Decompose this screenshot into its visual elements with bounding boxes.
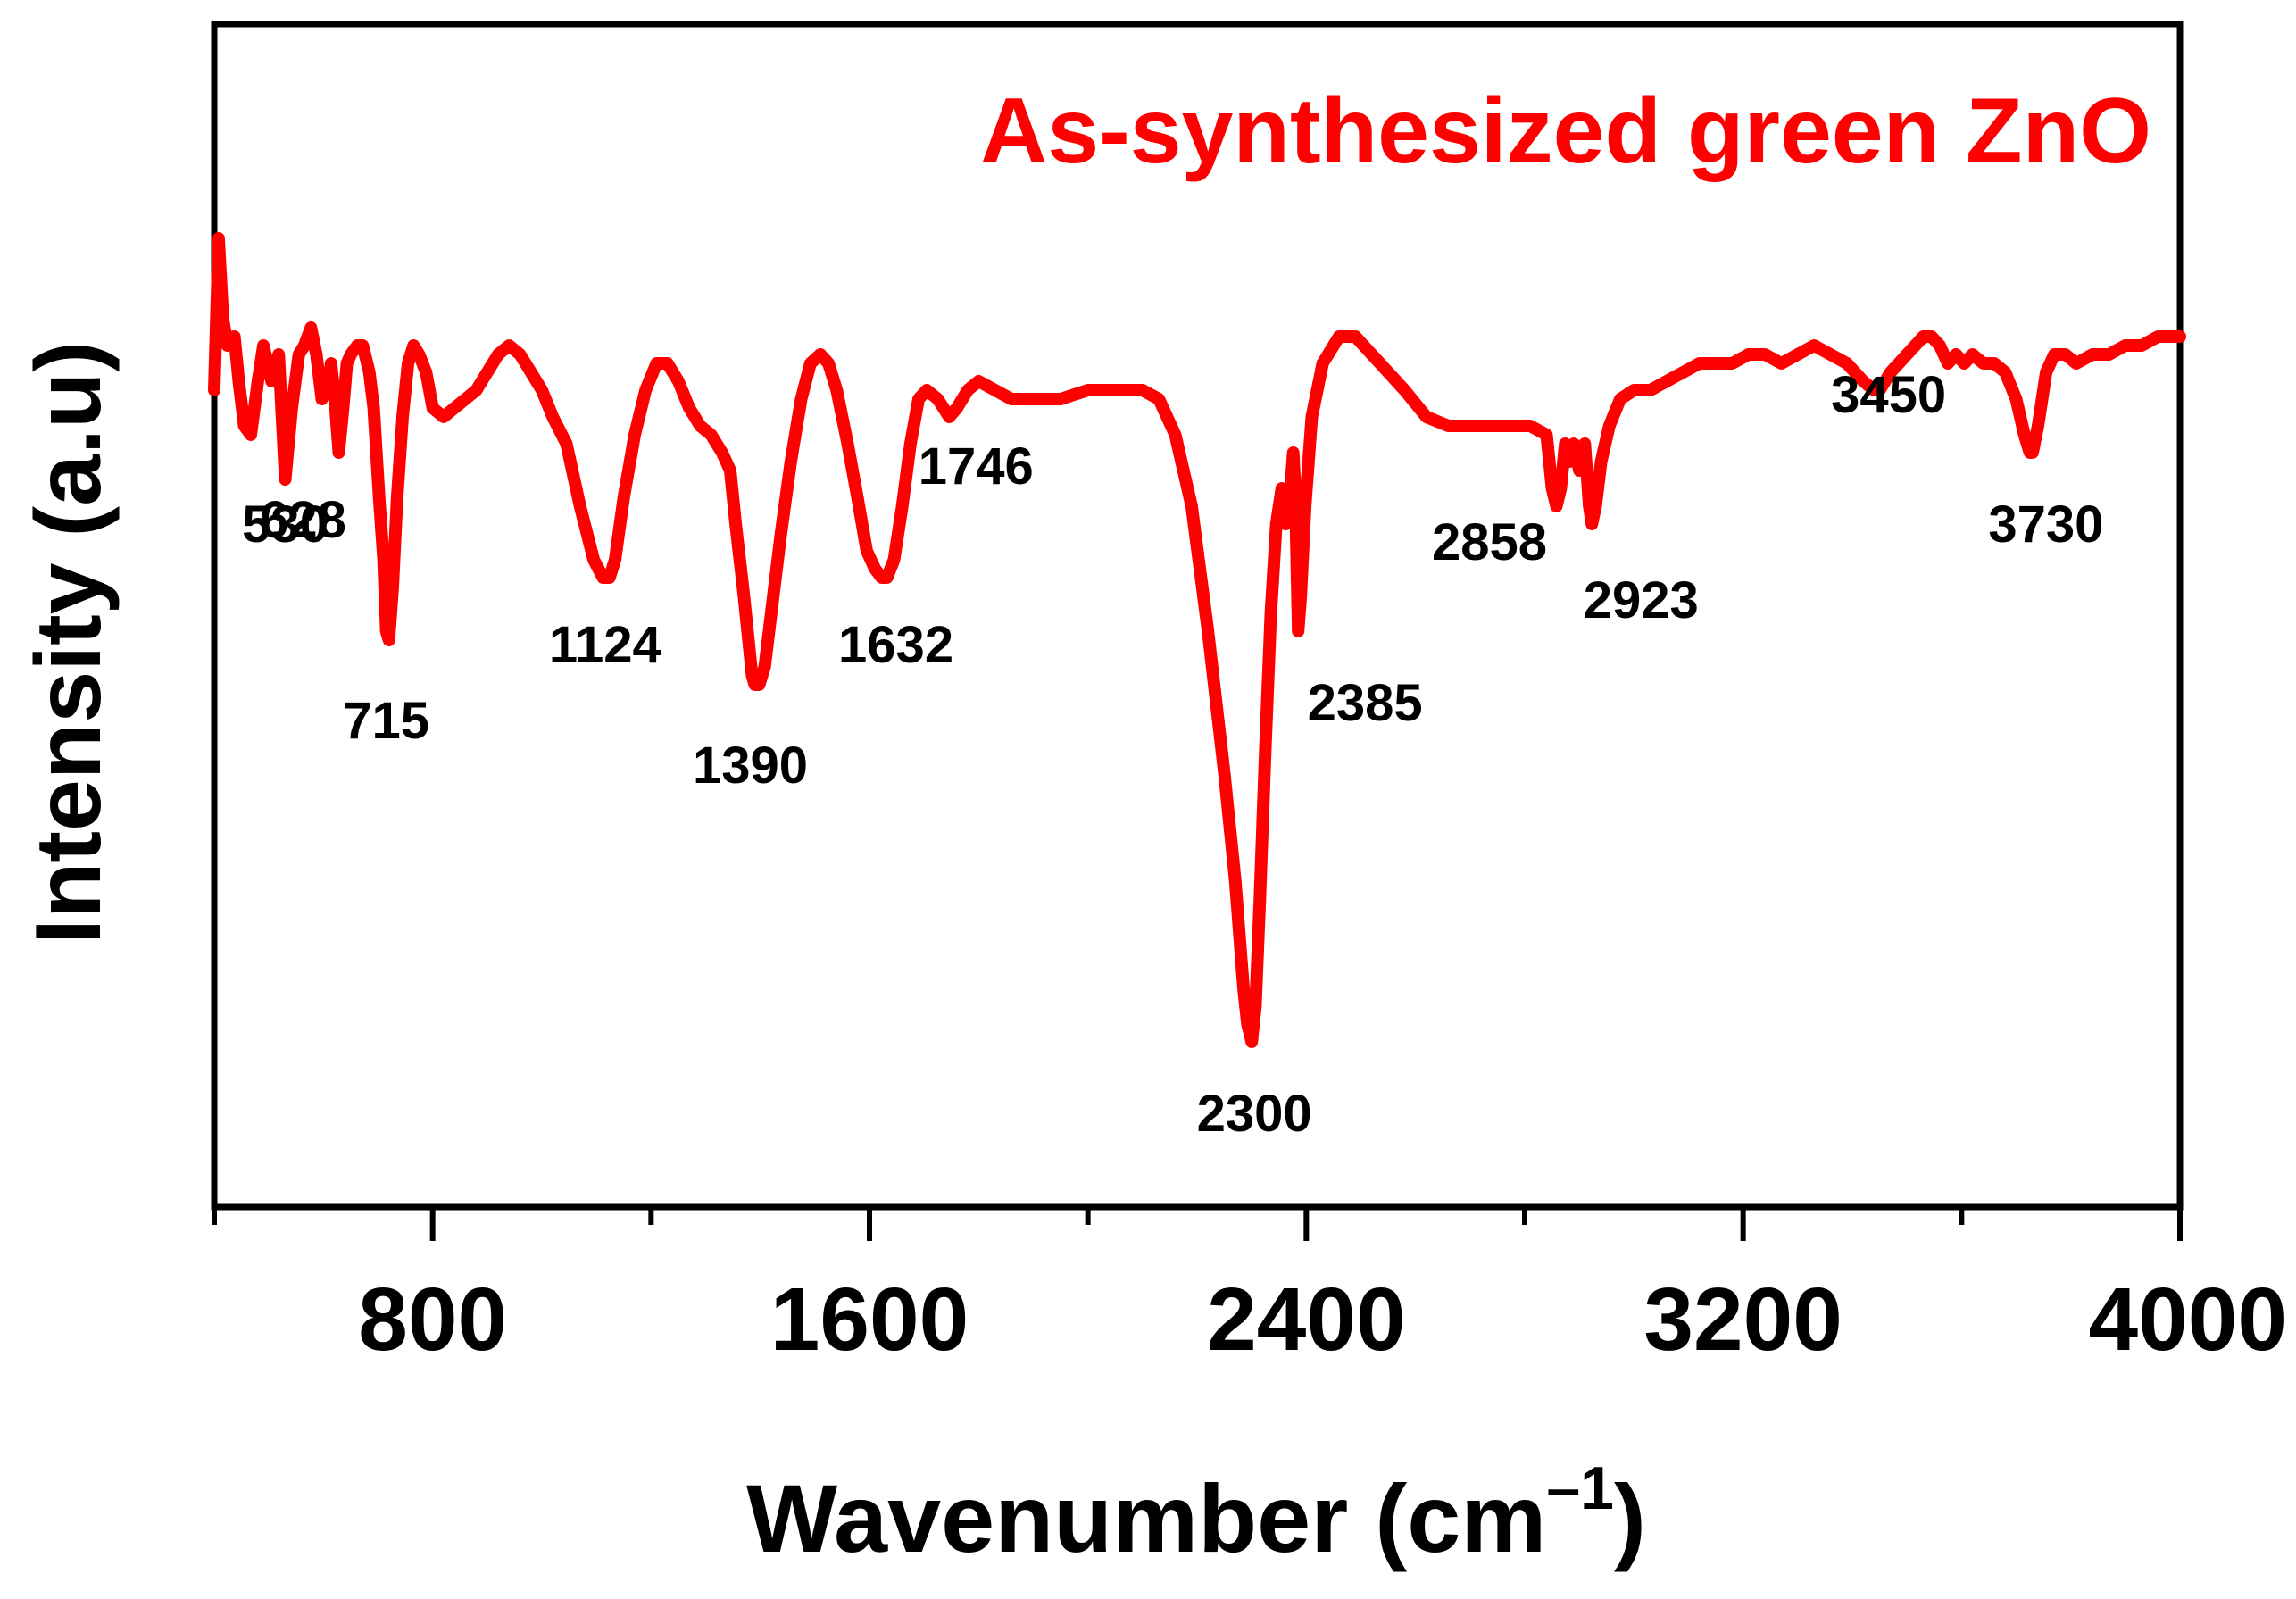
- x-tick-label: 2400: [1207, 1270, 1405, 1370]
- peak-label: 3450: [1831, 366, 1946, 424]
- x-axis-tick-labels: 800 1600 2400 3200 4000: [358, 1270, 2287, 1370]
- y-axis-label: Intensity (a.u): [17, 341, 121, 945]
- peak-label: 1124: [549, 616, 661, 674]
- peak-label: 2300: [1197, 1085, 1312, 1143]
- peak-label: 1390: [693, 737, 808, 795]
- peak-label: 1632: [838, 616, 953, 674]
- x-axis-label: Wavenumber (cm–1): [746, 1454, 1646, 1572]
- x-axis-label-close: ): [1614, 1464, 1646, 1572]
- peak-label: 2923: [1584, 571, 1699, 629]
- x-axis-label-main: Wavenumber (cm: [746, 1464, 1546, 1572]
- series-line: [208, 232, 2186, 1048]
- peak-label: 3730: [1988, 496, 2103, 554]
- peak-label: 530: [242, 496, 329, 554]
- peak-label: 1746: [919, 437, 1034, 496]
- chart-title: As-synthesized green ZnO: [980, 79, 2151, 183]
- peak-label: 2858: [1432, 513, 1547, 571]
- x-tick-label: 4000: [2089, 1270, 2287, 1370]
- series-layer: [208, 232, 2186, 1048]
- x-tick-label: 800: [358, 1270, 507, 1370]
- peak-label: 628: [260, 491, 346, 549]
- x-axis-ticks: [212, 1207, 2183, 1241]
- peak-label: 715: [343, 692, 429, 750]
- x-axis-label-superscript: –1: [1546, 1454, 1614, 1522]
- peak-label: 2385: [1308, 674, 1423, 732]
- plot-frame: [211, 21, 2184, 1211]
- x-tick-label: 1600: [770, 1270, 969, 1370]
- x-tick-label: 3200: [1643, 1270, 1842, 1370]
